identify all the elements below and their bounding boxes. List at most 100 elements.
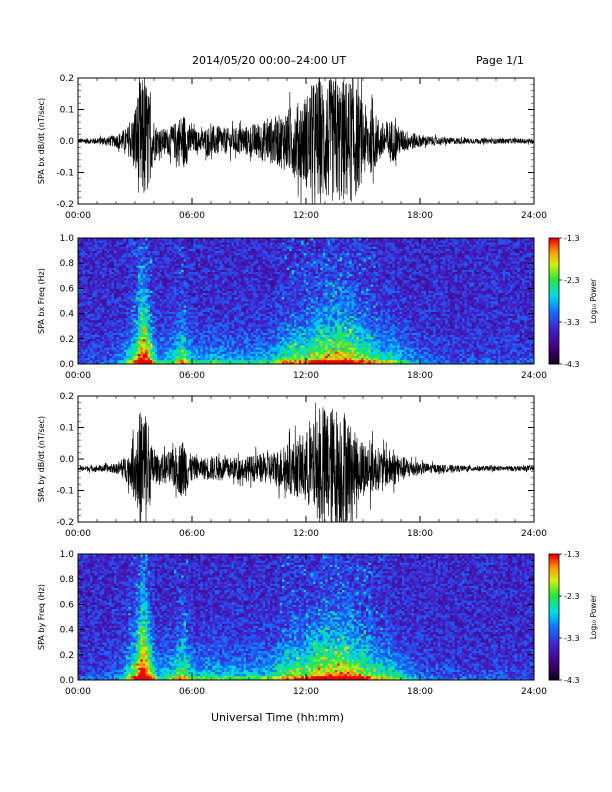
spectrogram-cell [94,328,98,331]
spectrogram-cell [130,238,134,241]
spectrogram-cell [111,265,115,268]
spectrogram-cell [118,311,122,314]
spectrogram-cell [99,326,103,329]
spectrogram-cell [130,349,134,352]
spectrogram-cell [94,324,98,327]
spectrogram-cell [135,347,139,350]
spectrogram-cell [118,303,122,306]
spectrogram-cell [111,317,115,321]
spectrogram-cell [102,265,105,268]
spectrogram-cell [102,240,105,243]
spectrogram-cell [90,355,93,359]
spectrogram-cell [130,296,134,300]
spectrogram-cell [87,298,91,302]
spectrogram-cell [114,319,117,323]
spectrogram-cell [78,347,81,350]
spectrogram-cell [123,238,127,241]
spectrogram-cell [78,343,81,346]
spectrogram-cell [130,273,134,277]
spectrogram-cell [123,259,127,262]
spectrogram-cell [85,345,88,348]
spectrogram-cell [80,242,84,245]
spectrogram-cell [111,248,115,251]
spectrogram-cell [90,332,93,335]
spectrogram-cell [109,277,112,281]
spectrogram-cell [128,345,132,348]
spectrogram-cell [102,343,105,346]
spectrogram-cell [80,248,84,251]
spectrogram-cell [128,313,132,317]
spectrogram-cell [133,305,136,308]
spectrogram-cell [121,284,124,287]
spectrogram-cell [114,361,117,365]
spectrogram-cell [87,280,91,283]
spectrogram-cell [85,261,88,264]
spectrogram-cell [123,353,127,356]
spectrogram-cell [133,309,136,312]
spectrogram-cell [114,298,117,302]
spectrogram-cell [128,334,132,338]
spectrogram-cell [123,326,127,329]
spectrogram-cell [106,349,110,352]
spectrogram-cell [128,301,132,304]
spectrogram-cell [111,259,115,262]
spectrogram-cell [102,301,105,304]
spectrogram-cell [109,275,112,279]
spectrogram-cell [104,343,108,346]
spectrogram-cell [99,336,103,340]
spectrogram-cell [118,292,122,296]
spectrogram-cell [94,361,98,365]
spectrogram-cell [97,336,100,340]
spectrogram-cell [114,275,117,279]
spectrogram-cell [133,296,136,300]
spectrogram-cell [85,242,88,245]
spectrogram-cell [97,338,100,342]
spectrogram-cell [99,334,103,338]
spectrogram-cell [130,330,134,333]
spectrogram-cell [82,313,86,317]
spectrogram-cell [85,355,88,359]
spectrogram-cell [102,357,105,361]
spectrogram-cell [87,340,91,344]
spectrogram-cell [128,290,132,293]
spectrogram-cell [102,319,105,323]
spectrogram-cell [85,248,88,251]
spectrogram-cell [116,269,120,272]
spectrogram-cell [99,301,103,304]
spectrogram-cell [102,345,105,348]
spectrogram-cell [94,336,98,340]
spectrogram-cell [85,343,88,346]
spectrogram-cell [78,324,81,327]
spectrogram-cell [97,286,100,289]
spectrogram-cell [97,250,100,254]
spectrogram-cell [85,338,88,342]
spectrogram-cell [99,347,103,350]
x-tick-label: 24:00 [521,211,547,221]
spectrogram-cell [82,290,86,293]
spectrogram-cell [82,248,86,251]
spectrogram-cell [126,311,129,314]
spectrogram-cell [121,261,124,264]
spectrogram-cell [99,353,103,356]
spectrogram-cell [114,254,117,258]
spectrogram-cell [126,248,129,251]
spectrogram-cell [82,345,86,348]
spectrogram-cell [123,273,127,277]
spectrogram-cell [94,250,98,254]
spectrogram-cell [109,298,112,302]
spectrogram-cell [130,347,134,350]
spectrogram-cell [111,343,115,346]
spectrogram-cell [135,261,139,264]
spectrogram-cell [85,265,88,268]
spectrogram-cell [85,254,88,258]
spectrogram-cell [133,313,136,317]
spectrogram-cell [82,343,86,346]
spectrogram-cell [114,292,117,296]
spectrogram-cell [99,340,103,344]
spectrogram-cell [78,328,81,331]
spectrogram-cell [106,263,110,266]
spectrogram-cell [85,269,88,272]
spectrogram-cell [116,256,120,260]
spectrogram-cell [135,319,139,323]
spectrogram-cell [99,357,103,361]
